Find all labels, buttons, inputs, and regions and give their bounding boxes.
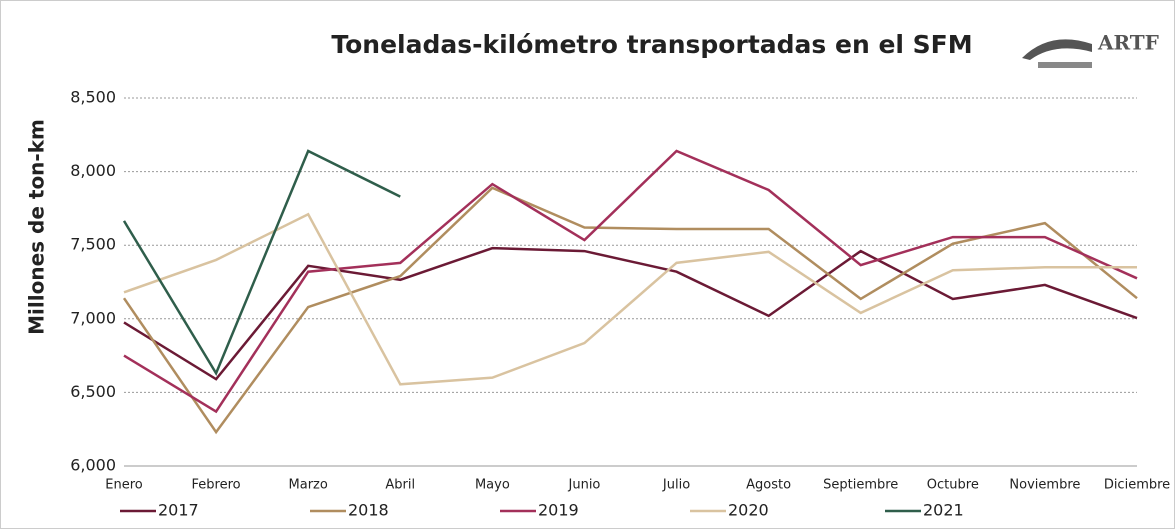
x-tick-label: Mayo <box>475 478 510 493</box>
x-tick-label: Enero <box>105 478 143 493</box>
series-line <box>123 246 1138 381</box>
y-axis-label: Millones de ton-km <box>25 119 49 335</box>
legend-label: 2017 <box>158 501 199 520</box>
x-tick-label: Septiembre <box>823 478 898 493</box>
legend-label: 2021 <box>923 501 964 520</box>
x-tick-label: Noviembre <box>1009 478 1080 493</box>
x-tick-label: Abril <box>385 478 415 493</box>
legend-label: 2020 <box>728 501 769 520</box>
x-tick-label: Agosto <box>746 478 791 493</box>
logo: ARTF <box>1022 31 1159 68</box>
series-line <box>123 212 1137 386</box>
legend-label: 2019 <box>538 501 579 520</box>
logo-text: ARTF <box>1097 31 1159 55</box>
series-line <box>122 186 1138 435</box>
x-tick-label: Julio <box>662 478 690 493</box>
legend-label: 2018 <box>348 501 389 520</box>
x-tick-label: Junio <box>568 478 601 493</box>
chart-title: Toneladas-kilómetro transportadas en el … <box>331 30 972 59</box>
y-tick-label: 7,000 <box>70 308 116 327</box>
series-line <box>123 149 1138 414</box>
x-tick-label: Octubre <box>927 478 979 493</box>
series-line <box>122 149 401 377</box>
y-tick-label: 7,500 <box>70 235 116 254</box>
y-tick-label: 6,000 <box>70 456 116 475</box>
y-tick-label: 8,000 <box>70 161 116 180</box>
x-tick-label: Marzo <box>289 478 328 493</box>
x-tick-label: Diciembre <box>1104 478 1170 493</box>
x-tick-label: Febrero <box>192 478 241 493</box>
y-tick-label: 8,500 <box>70 88 116 107</box>
y-tick-label: 6,500 <box>70 382 116 401</box>
